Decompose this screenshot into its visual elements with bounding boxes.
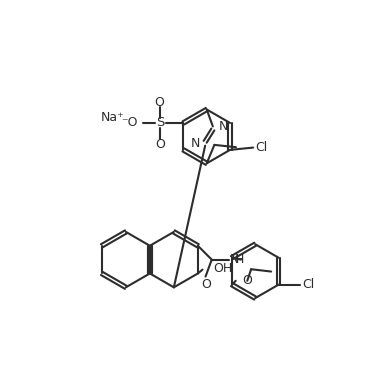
Text: O: O xyxy=(155,138,165,151)
Text: O: O xyxy=(201,278,211,291)
Text: N: N xyxy=(230,253,239,266)
Text: Na⁺: Na⁺ xyxy=(101,111,125,124)
Text: N: N xyxy=(191,137,200,150)
Text: OH: OH xyxy=(213,262,233,275)
Text: H: H xyxy=(235,253,244,266)
Text: Cl: Cl xyxy=(303,278,315,291)
Text: Cl: Cl xyxy=(255,141,268,154)
Text: ⁻O: ⁻O xyxy=(121,117,137,129)
Text: N: N xyxy=(219,120,228,133)
Text: O: O xyxy=(154,96,164,108)
Text: S: S xyxy=(156,117,165,129)
Text: O: O xyxy=(242,274,252,287)
